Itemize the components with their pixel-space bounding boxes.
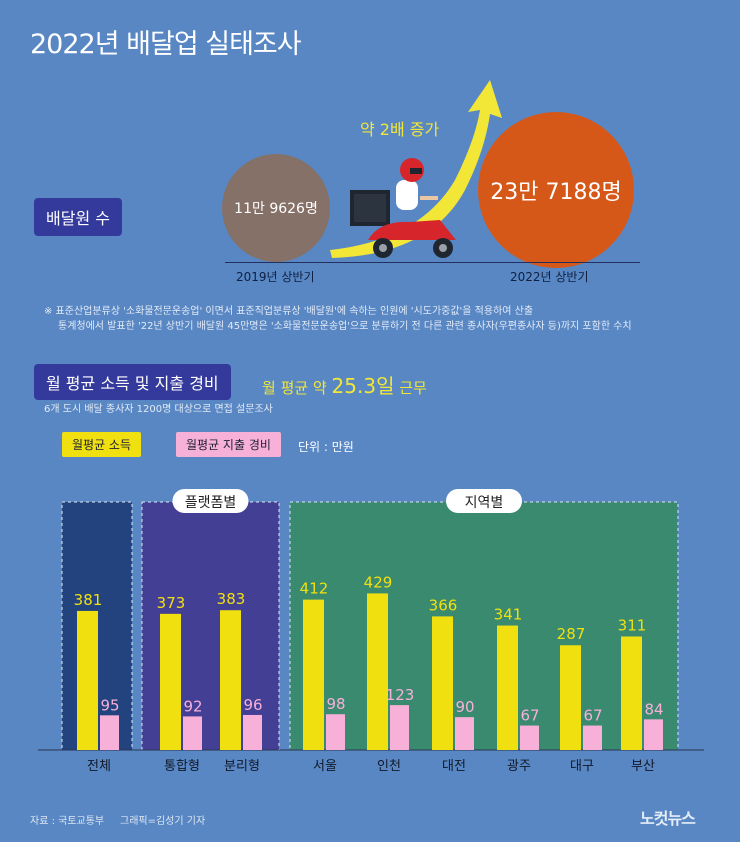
workers-2022-value: 23만 7188명 xyxy=(490,180,622,205)
income-bar xyxy=(77,610,98,750)
timeline-baseline xyxy=(225,262,640,263)
expense-value-label: 67 xyxy=(583,707,602,725)
income-value-label: 381 xyxy=(74,591,103,609)
income-value-label: 412 xyxy=(300,580,329,598)
legend-income: 월평균 소득 xyxy=(62,432,142,457)
nocut-news-logo: 노컷뉴스 xyxy=(640,809,696,828)
income-value-label: 373 xyxy=(157,594,186,612)
workers-badge: 배달원 수 xyxy=(34,198,122,236)
income-value-label: 429 xyxy=(364,573,393,591)
expense-bar xyxy=(455,717,474,750)
expense-bar xyxy=(390,705,409,750)
survey-note: 6개 도시 배달 종사자 1200명 대상으로 면접 설문조사 xyxy=(44,404,273,415)
work-days-suffix: 근무 xyxy=(399,379,427,397)
expense-value-label: 96 xyxy=(243,696,262,714)
category-label: 인천 xyxy=(377,759,401,774)
page-title: 2022년 배달업 실태조사 xyxy=(30,29,302,60)
work-days-prefix: 월 평균 약 xyxy=(262,379,327,397)
expense-bar xyxy=(243,714,262,750)
category-label: 통합형 xyxy=(164,759,200,774)
income-bar xyxy=(497,625,518,750)
expense-bar xyxy=(100,715,119,750)
category-label: 서울 xyxy=(313,759,337,774)
expense-value-label: 123 xyxy=(386,686,415,704)
workers-2022-circle: 23만 7188명 xyxy=(478,112,634,268)
workers-2019-circle: 11만 9626명 xyxy=(222,154,330,262)
group-label-bg xyxy=(172,489,249,513)
expense-bar xyxy=(644,719,663,750)
increase-label: 약 2배 증가 xyxy=(360,120,440,139)
group-box xyxy=(289,501,679,751)
expense-value-label: 90 xyxy=(455,698,474,716)
source: 자료 : 국토교통부 xyxy=(30,816,105,827)
income-value-label: 366 xyxy=(429,596,458,614)
group-label-bg xyxy=(446,489,522,513)
category-label: 광주 xyxy=(507,759,531,774)
footnote-line-2: 통계청에서 발표한 '22년 상반기 배달원 45만명은 '소화물전문운송업'으… xyxy=(58,321,632,332)
workers-2019-value: 11만 9626명 xyxy=(234,201,318,217)
expense-bar xyxy=(326,714,345,750)
income-bar xyxy=(220,610,241,750)
group-label: 플랫폼별 xyxy=(185,495,237,511)
income-value-label: 383 xyxy=(217,590,246,608)
label-2019: 2019년 상반기 xyxy=(236,270,315,284)
expense-value-label: 84 xyxy=(644,700,663,718)
income-bar xyxy=(367,593,388,750)
work-days: 월 평균 약 25.3일 근무 xyxy=(262,370,427,399)
income-bar xyxy=(621,636,642,750)
income-bar xyxy=(160,613,181,750)
category-label: 부산 xyxy=(631,759,655,774)
income-value-label: 311 xyxy=(618,616,647,634)
income-value-label: 341 xyxy=(494,606,523,624)
delivery-scooter-icon xyxy=(350,158,456,258)
category-label: 대구 xyxy=(570,759,594,774)
expense-value-label: 95 xyxy=(100,696,119,714)
work-days-value: 25.3일 xyxy=(331,374,395,398)
expense-bar xyxy=(520,725,539,750)
expense-value-label: 67 xyxy=(520,707,539,725)
label-2022: 2022년 상반기 xyxy=(510,270,589,284)
category-label: 분리형 xyxy=(224,759,260,774)
unit-label: 단위 : 만원 xyxy=(298,440,354,454)
expense-bar xyxy=(183,716,202,750)
expense-bar xyxy=(583,725,602,750)
income-bar xyxy=(303,599,324,750)
income-badge: 월 평균 소득 및 지출 경비 xyxy=(34,364,231,400)
category-label: 대전 xyxy=(442,759,466,774)
expense-value-label: 92 xyxy=(183,697,202,715)
income-bar xyxy=(432,616,453,750)
expense-value-label: 98 xyxy=(326,695,345,713)
category-label: 전체 xyxy=(87,759,111,774)
footnote: ※ 표준산업분류상 '소화물전문운송업' 이면서 표준직업분류상 '배달원'에 … xyxy=(44,304,632,334)
credit: 그래픽=김성기 기자 xyxy=(120,816,206,827)
group-label: 지역별 xyxy=(465,495,504,511)
footnote-line-1: ※ 표준산업분류상 '소화물전문운송업' 이면서 표준직업분류상 '배달원'에 … xyxy=(44,306,534,317)
income-bar xyxy=(560,645,581,750)
income-value-label: 287 xyxy=(557,625,586,643)
legend-expense: 월평균 지출 경비 xyxy=(176,432,281,457)
growth-illustration xyxy=(330,80,502,258)
